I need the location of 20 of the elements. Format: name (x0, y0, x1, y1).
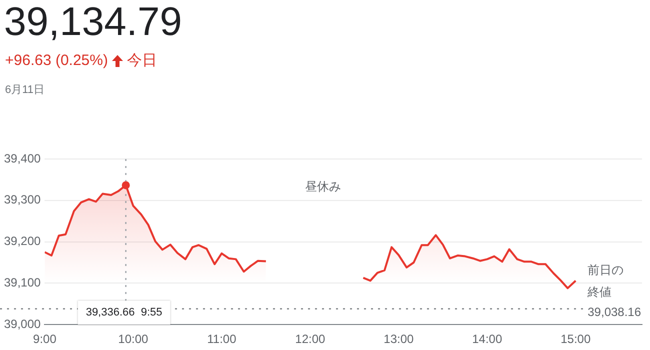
y-tick-label: 39,000 (4, 316, 42, 331)
y-tick-label: 39,200 (4, 234, 42, 248)
text: 6月11日 (5, 83, 45, 97)
annotation: 39,038.16 (588, 305, 642, 320)
x-tick-label: 15:00 (560, 332, 591, 346)
x-tick-label: 9:00 (33, 332, 57, 346)
x-tick-label: 11:00 (207, 332, 237, 346)
y-tick-label: 39,400 (4, 151, 42, 166)
x-tick-label: 14:00 (472, 332, 502, 346)
annotation: 昼休み (305, 179, 341, 194)
y-tick-label: 39,100 (4, 276, 42, 290)
ref-line-label: 前日の終値 (586, 263, 624, 300)
x-tick-label: 10:00 (118, 332, 149, 346)
y-tick-label: 39,300 (4, 192, 42, 207)
chart-subtitle: +96.63 (0.25%) (5, 52, 108, 69)
annotation: 39,336.66 9:55 (86, 306, 162, 319)
chart-title: 39,134.79 (4, 0, 182, 44)
text: 今日 (127, 51, 157, 70)
x-tick-label: 13:00 (384, 332, 414, 346)
x-tick-label: 12:00 (295, 332, 326, 346)
